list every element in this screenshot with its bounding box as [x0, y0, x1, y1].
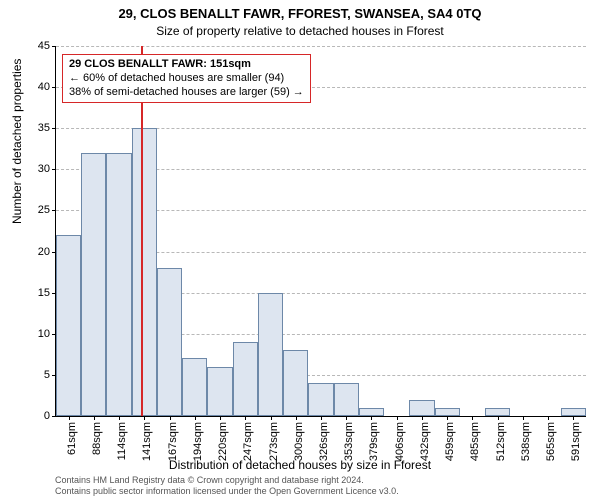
caption-line-2: Contains public sector information licen…: [55, 486, 585, 496]
y-tick-label: 30: [38, 163, 56, 175]
x-tick-label: 167sqm: [167, 422, 179, 461]
x-tick-label: 512sqm: [495, 422, 507, 461]
y-tick-label: 0: [44, 410, 56, 422]
x-tick-label: 326sqm: [318, 422, 330, 461]
annotation-line-1: 29 CLOS BENALLT FAWR: 151sqm: [69, 58, 304, 72]
x-tick-label: 88sqm: [91, 422, 103, 455]
x-tick-mark: [346, 416, 347, 420]
histogram-bar: [81, 153, 106, 416]
x-tick-label: 379sqm: [368, 422, 380, 461]
x-tick-mark: [321, 416, 322, 420]
histogram-bar: [359, 408, 384, 416]
x-tick-label: 459sqm: [444, 422, 456, 461]
x-tick-mark: [271, 416, 272, 420]
x-tick-label: 114sqm: [116, 422, 128, 460]
x-tick-mark: [220, 416, 221, 420]
histogram-bar: [233, 342, 258, 416]
x-tick-label: 220sqm: [217, 422, 229, 461]
x-tick-label: 353sqm: [343, 422, 355, 461]
figure: 29, CLOS BENALLT FAWR, FFOREST, SWANSEA,…: [0, 0, 600, 500]
annotation-line-2: ← 60% of detached houses are smaller (94…: [69, 72, 304, 86]
y-tick-label: 20: [38, 246, 56, 258]
x-tick-label: 61sqm: [66, 422, 78, 455]
histogram-bar: [561, 408, 586, 416]
caption: Contains HM Land Registry data © Crown c…: [55, 475, 585, 496]
plot-area: 05101520253035404561sqm88sqm114sqm141sqm…: [55, 46, 586, 417]
histogram-bar: [182, 358, 207, 416]
histogram-bar: [334, 383, 359, 416]
y-axis-label: Number of detached properties: [10, 59, 24, 224]
x-tick-label: 300sqm: [293, 422, 305, 461]
annotation-box: 29 CLOS BENALLT FAWR: 151sqm← 60% of det…: [62, 54, 311, 103]
x-axis-label: Distribution of detached houses by size …: [0, 458, 600, 472]
x-tick-mark: [573, 416, 574, 420]
chart-title-sub: Size of property relative to detached ho…: [0, 24, 600, 38]
x-tick-label: 406sqm: [394, 422, 406, 461]
y-tick-label: 25: [38, 204, 56, 216]
y-tick-label: 45: [38, 40, 56, 52]
x-tick-label: 247sqm: [242, 422, 254, 461]
x-tick-label: 194sqm: [192, 422, 204, 461]
x-tick-label: 565sqm: [545, 422, 557, 461]
y-tick-label: 40: [38, 81, 56, 93]
x-tick-mark: [296, 416, 297, 420]
x-tick-mark: [523, 416, 524, 420]
y-tick-label: 10: [38, 328, 56, 340]
x-tick-mark: [94, 416, 95, 420]
chart-title-main: 29, CLOS BENALLT FAWR, FFOREST, SWANSEA,…: [0, 6, 600, 21]
x-tick-label: 485sqm: [469, 422, 481, 461]
x-tick-mark: [195, 416, 196, 420]
histogram-bar: [435, 408, 460, 416]
histogram-bar: [132, 128, 157, 416]
histogram-bar: [157, 268, 182, 416]
x-tick-mark: [447, 416, 448, 420]
x-tick-mark: [119, 416, 120, 420]
x-tick-mark: [548, 416, 549, 420]
histogram-bar: [485, 408, 510, 416]
x-tick-mark: [371, 416, 372, 420]
histogram-bar: [106, 153, 131, 416]
x-tick-mark: [498, 416, 499, 420]
x-tick-mark: [170, 416, 171, 420]
x-tick-mark: [397, 416, 398, 420]
annotation-line-3: 38% of semi-detached houses are larger (…: [69, 86, 304, 100]
x-tick-label: 538sqm: [520, 422, 532, 461]
x-tick-mark: [144, 416, 145, 420]
x-tick-mark: [245, 416, 246, 420]
x-tick-label: 432sqm: [419, 422, 431, 461]
x-tick-mark: [472, 416, 473, 420]
histogram-bar: [409, 400, 434, 416]
x-tick-mark: [69, 416, 70, 420]
histogram-bar: [207, 367, 232, 416]
histogram-bar: [308, 383, 333, 416]
x-tick-label: 273sqm: [268, 422, 280, 461]
gridline: [56, 46, 586, 47]
caption-line-1: Contains HM Land Registry data © Crown c…: [55, 475, 585, 485]
x-tick-label: 141sqm: [141, 422, 153, 461]
x-tick-label: 591sqm: [570, 422, 582, 461]
histogram-bar: [56, 235, 81, 416]
y-tick-label: 15: [38, 287, 56, 299]
x-tick-mark: [422, 416, 423, 420]
y-tick-label: 5: [44, 369, 56, 381]
histogram-bar: [258, 293, 283, 416]
histogram-bar: [283, 350, 308, 416]
y-tick-label: 35: [38, 122, 56, 134]
